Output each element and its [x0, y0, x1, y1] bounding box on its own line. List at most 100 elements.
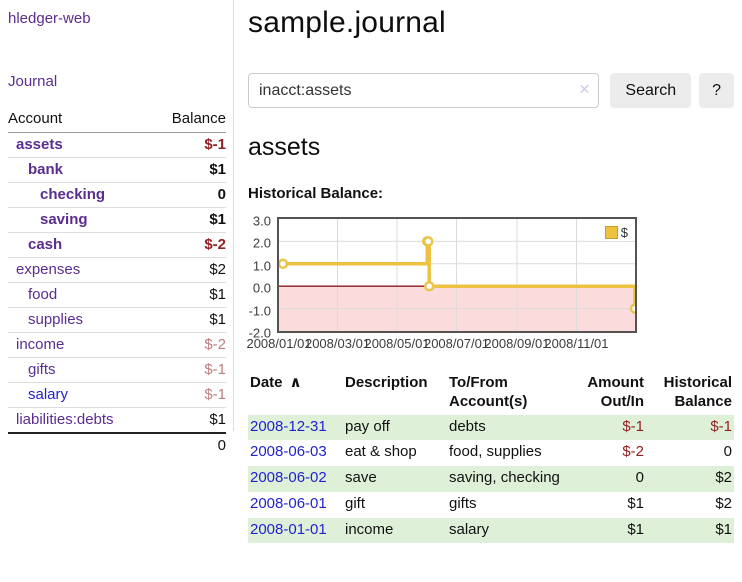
account-link-supplies[interactable]: supplies — [28, 311, 84, 328]
account-link-saving[interactable]: saving — [40, 211, 88, 228]
legend-swatch — [604, 226, 618, 239]
account-link-food[interactable]: food — [28, 286, 58, 303]
search-bar: ✕ Search ? — [248, 73, 734, 108]
accounts-total-spacer — [8, 432, 153, 458]
register-balance-cell: $2 — [646, 466, 734, 492]
account-heading: assets — [248, 133, 321, 161]
register-amount-cell: $-2 — [622, 443, 644, 461]
chart-x-axis: 2008/01/01 2008/03/01 2008/05/01 2008/07/01… — [246, 333, 637, 351]
register-amount-cell: $1 — [569, 517, 646, 544]
x-axis-tick-label: 2008/01/01 — [246, 336, 312, 351]
chart-canvas — [279, 219, 635, 331]
help-button[interactable]: ? — [699, 73, 734, 108]
y-axis-tick-label: 1.0 — [252, 258, 271, 274]
account-name-cell: salary — [8, 382, 153, 408]
register-description-cell: income — [345, 517, 449, 544]
register-amount-cell: $-1 — [569, 414, 646, 441]
account-row: salary $-1 — [8, 382, 226, 408]
register-header-description: Description — [345, 374, 428, 391]
account-balance: $1 — [152, 207, 226, 233]
sidebar-divider — [233, 0, 234, 431]
chart-plot-area: $ 3.0 2.0 1.0 0.0 -1.0 -2.0 — [249, 214, 637, 341]
accounts-header-balance: Balance — [152, 107, 226, 133]
register-date-cell: 2008-06-03 — [248, 440, 345, 466]
account-balance: $1 — [152, 407, 226, 434]
transaction-date-link[interactable]: 2008-06-02 — [250, 469, 327, 486]
account-name-cell: cash — [8, 232, 153, 258]
register-header-balance: Historical Balance — [663, 374, 732, 410]
x-axis-tick-label: 2008/07/01 — [423, 336, 490, 351]
register-row: 2008-12-31 pay off debts $-1 $-1 — [248, 414, 734, 441]
account-name-cell: liabilities:debts — [8, 407, 153, 434]
account-balance: $-1 — [152, 132, 226, 158]
account-link-assets[interactable]: assets — [16, 136, 63, 153]
register-header-row: Date ∧ Description To/From Account(s) Amo… — [248, 373, 734, 415]
register-amount-cell: 0 — [569, 466, 646, 492]
account-link-checking[interactable]: checking — [40, 186, 106, 203]
register-amount-cell: $1 — [627, 494, 644, 512]
account-link-bank[interactable]: bank — [28, 161, 64, 178]
account-balance: $1 — [152, 282, 226, 308]
register-date-cell: 2008-06-02 — [248, 466, 345, 492]
account-name-cell: expenses — [8, 257, 153, 283]
sidebar-item-journal[interactable]: Journal — [8, 73, 58, 90]
search-button[interactable]: Search — [610, 73, 692, 108]
account-balance: $-1 — [152, 357, 226, 383]
account-balance: 0 — [152, 182, 226, 208]
register-accounts-cell: food, supplies — [449, 443, 542, 461]
account-link-liabilities-debts[interactable]: liabilities:debts — [16, 411, 114, 428]
account-balance: $1 — [152, 307, 226, 333]
account-link-expenses[interactable]: expenses — [16, 261, 81, 278]
transaction-date-link[interactable]: 2008-12-31 — [250, 417, 327, 435]
balance-chart: $ 3.0 2.0 1.0 0.0 -1.0 -2.0 2008/01/01 2008/03… — [246, 214, 637, 351]
account-link-gifts[interactable]: gifts — [28, 361, 56, 378]
search-input[interactable] — [248, 73, 600, 108]
account-link-income[interactable]: income — [16, 336, 65, 353]
account-name-cell: income — [8, 332, 153, 358]
app-brand-link[interactable]: hledger-web — [8, 10, 91, 27]
register-row: 2008-06-01 gift gifts $1 $2 — [248, 492, 734, 518]
page-title: sample.journal — [248, 6, 446, 39]
account-name-cell: food — [8, 282, 153, 308]
account-row: checking 0 — [8, 182, 226, 208]
transaction-date-link[interactable]: 2008-06-01 — [250, 494, 327, 512]
account-name-cell: bank — [8, 157, 153, 183]
sidebar: hledger-web Journal Account Balance asse… — [8, 0, 226, 458]
register-description-cell: save — [345, 466, 449, 492]
register-row: 2008-06-03 eat & shop food, supplies $-2 0 — [248, 440, 734, 466]
account-balance: $-2 — [152, 232, 226, 258]
y-axis-tick-label: -2.0 — [248, 325, 271, 341]
sort-ascending-icon: ∧ — [289, 374, 302, 391]
y-axis-tick-label: 2.0 — [252, 235, 271, 251]
transaction-date-link[interactable]: 2008-06-03 — [250, 443, 327, 461]
x-axis-tick-label: 2008/03/01 — [304, 336, 371, 351]
register-description-cell: pay off — [345, 414, 449, 441]
register-accounts-cell: salary — [449, 517, 569, 544]
chart-legend: $ — [602, 224, 630, 241]
account-name-cell: checking — [8, 182, 153, 208]
y-axis-tick-label: -1.0 — [248, 303, 271, 319]
account-link-cash[interactable]: cash — [28, 236, 63, 253]
account-row: liabilities:debts $1 — [8, 407, 226, 434]
register-accounts-cell: saving, checking — [449, 466, 569, 492]
account-name-cell: gifts — [8, 357, 153, 383]
register-header-amount: Amount Out/In — [587, 374, 644, 410]
chart-title: Historical Balance: — [248, 185, 384, 202]
account-balance: $-2 — [152, 332, 226, 358]
register-date-cell: 2008-12-31 — [248, 414, 345, 441]
accounts-total-value: 0 — [152, 432, 226, 458]
account-row: income $-2 — [8, 332, 226, 358]
y-axis-tick-label: 0.0 — [252, 280, 271, 296]
register-balance-cell: $-1 — [646, 414, 734, 441]
transaction-date-link[interactable]: 2008-01-01 — [250, 520, 327, 538]
register-header-date: Date ∧ — [248, 373, 345, 415]
account-link-salary[interactable]: salary — [28, 386, 69, 403]
account-balance: $2 — [152, 257, 226, 283]
register-balance-cell: 0 — [723, 443, 732, 461]
clear-search-icon[interactable]: ✕ — [578, 81, 591, 97]
register-table: Date ∧ Description To/From Account(s) Amo… — [248, 373, 734, 544]
x-axis-tick-label: 2008/05/01 — [364, 336, 430, 351]
account-balance: $1 — [152, 157, 226, 183]
account-name-cell: saving — [8, 207, 153, 233]
account-row: bank $1 — [8, 157, 226, 183]
